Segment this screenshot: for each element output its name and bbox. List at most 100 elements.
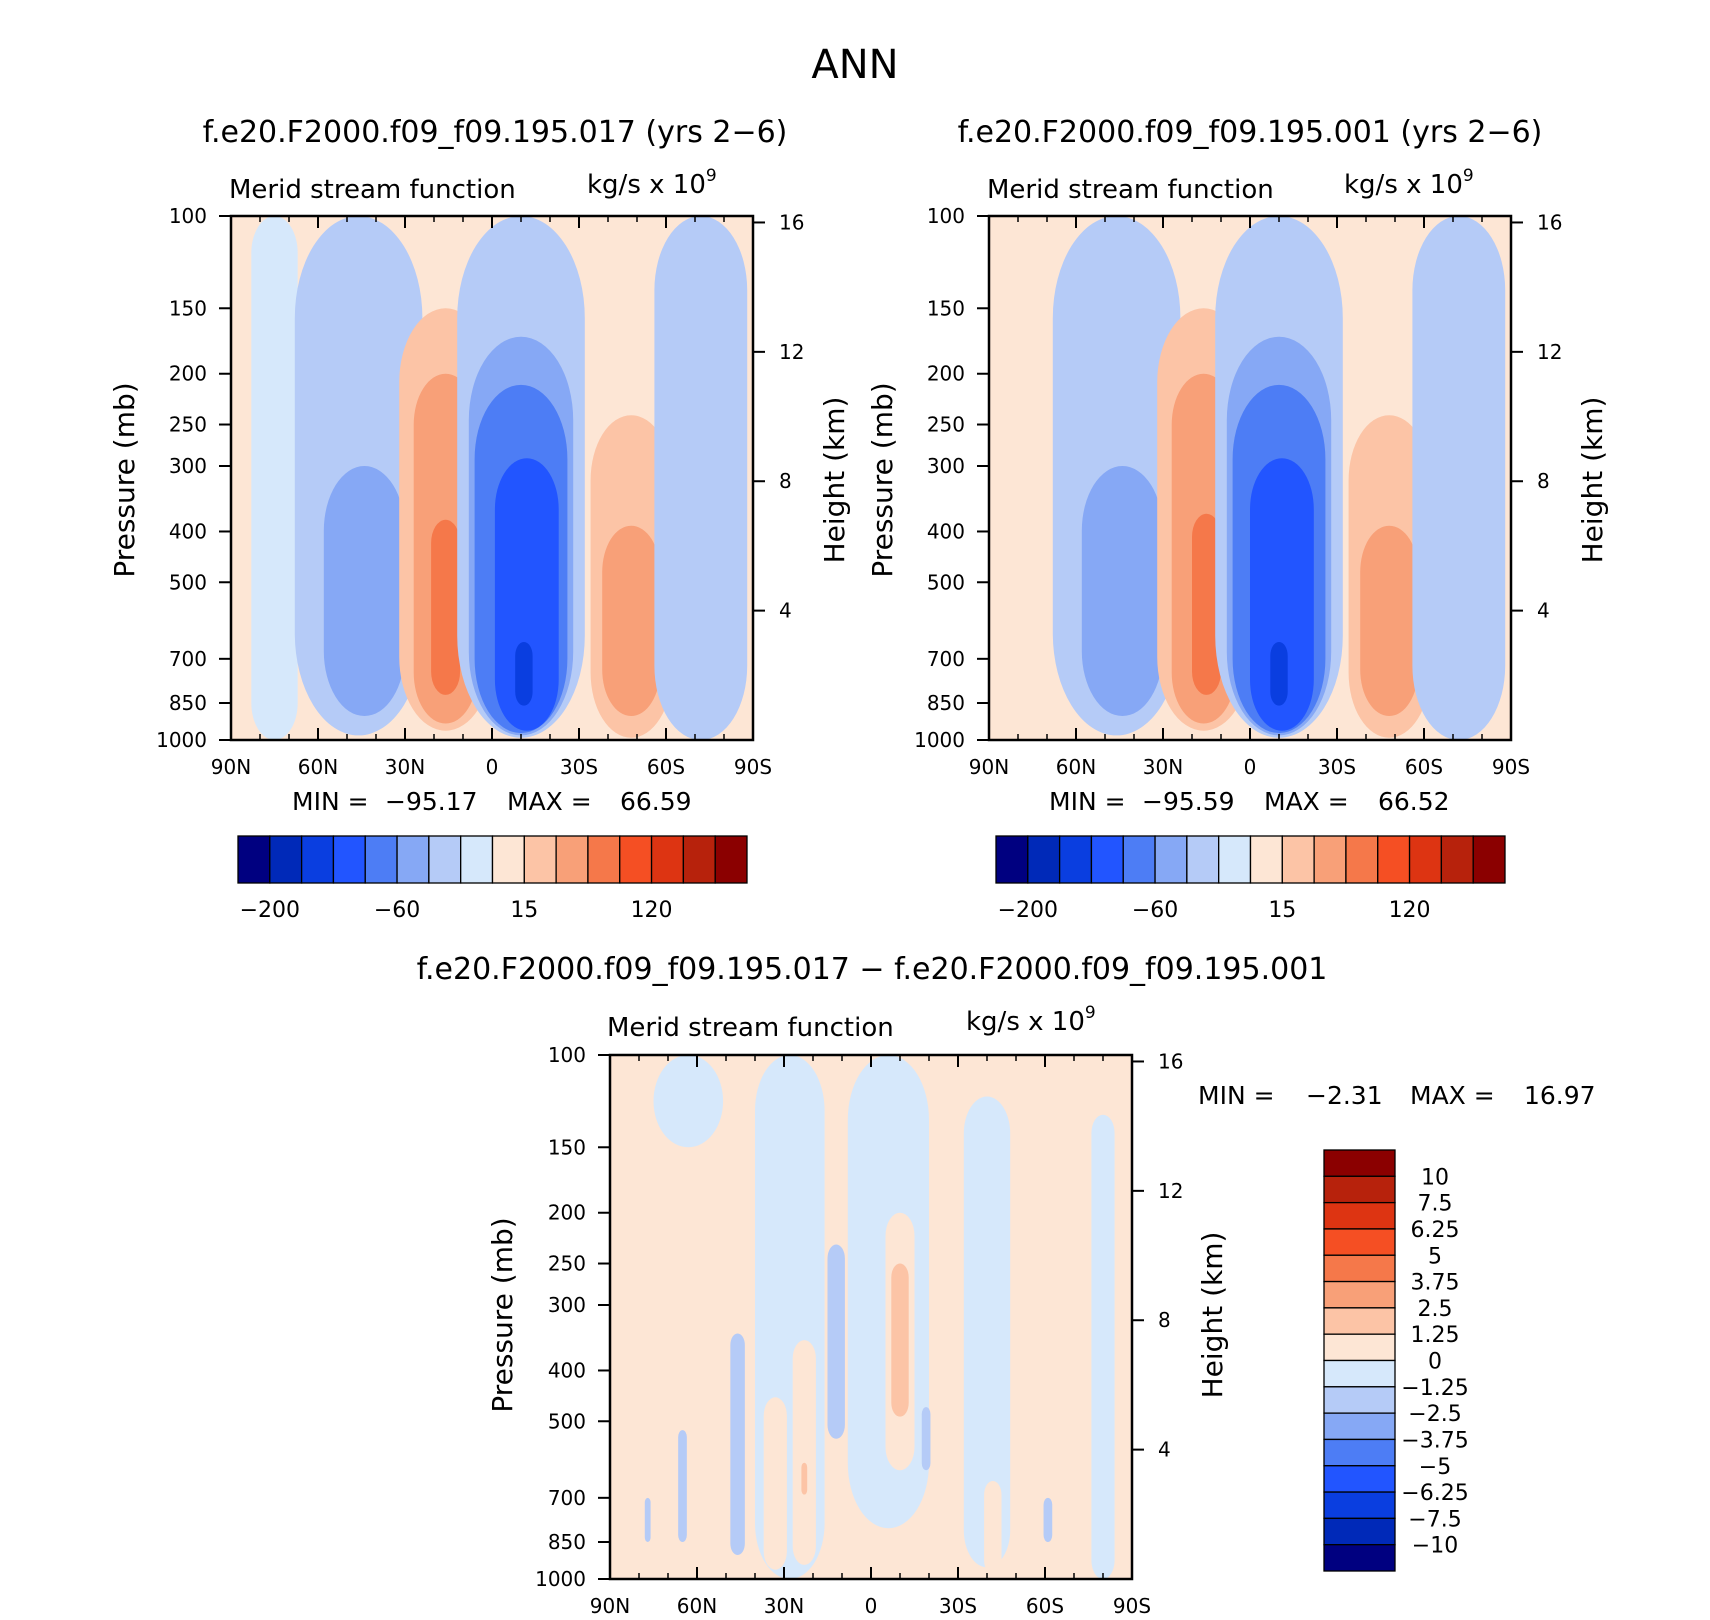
colorbar-swatch	[650, 835, 685, 884]
contour-region	[323, 466, 405, 717]
x-tick-label: 60N	[1056, 755, 1096, 779]
colorbar-swatch	[1090, 835, 1124, 884]
height-tick-label: 12	[1158, 1179, 1183, 1203]
colorbar-swatch	[428, 835, 462, 884]
colorbar-swatch	[491, 835, 525, 884]
colorbar-swatch	[714, 835, 748, 884]
figure-title: ANN	[811, 42, 898, 88]
x-tick-label: 30S	[1318, 755, 1356, 779]
contour-region	[891, 1263, 909, 1417]
x-tick-label: 90N	[590, 1594, 630, 1618]
colorbar-label: −5	[1419, 1455, 1451, 1480]
min-label: MIN =	[1049, 787, 1126, 816]
colorbar-label: 120	[631, 898, 673, 923]
y-tick-label: 300	[548, 1293, 586, 1317]
contour-region	[1081, 466, 1163, 717]
colorbar-label: −1.25	[1401, 1376, 1468, 1401]
colorbar-swatch	[1323, 1280, 1396, 1309]
panel-subtitle-left: Merid stream function	[607, 1013, 894, 1043]
y-tick-label: 400	[169, 519, 207, 543]
x-tick-label: 60S	[1405, 755, 1443, 779]
max-label: MAX =	[1410, 1081, 1495, 1110]
colorbar-swatch	[523, 835, 557, 884]
panel-subtitle-left: Merid stream function	[229, 175, 516, 205]
colorbar-swatch	[1186, 835, 1220, 884]
height-tick-label: 12	[1537, 340, 1562, 364]
y-tick-label: 700	[169, 647, 207, 671]
height-tick-label: 8	[1537, 469, 1550, 493]
colorbar-swatch	[1323, 1359, 1396, 1388]
height-axis-label: Height (km)	[818, 397, 851, 564]
colorbar-label: −60	[374, 898, 420, 923]
colorbar-label: 15	[1268, 898, 1296, 923]
colorbar-swatch	[364, 835, 398, 884]
x-tick-label: 60N	[677, 1594, 717, 1618]
colorbar-label: 10	[1421, 1165, 1449, 1190]
contour-region	[1360, 525, 1419, 717]
max-label: MAX =	[507, 787, 592, 816]
y-tick-label: 100	[548, 1043, 586, 1067]
panel-bottom-difference: f.e20.F2000.f09_f09.195.017 − f.e20.F200…	[417, 952, 1596, 1618]
y-tick-label: 250	[169, 413, 207, 437]
contour-region	[921, 1407, 931, 1471]
colorbar-swatch	[1323, 1544, 1396, 1572]
panel-subtitle-left: Merid stream function	[987, 175, 1274, 205]
colorbar-swatch	[1323, 1175, 1396, 1204]
y-tick-label: 200	[169, 362, 207, 386]
contour-region	[1192, 513, 1221, 695]
panel-top-left: f.e20.F2000.f09_f09.195.017 (yrs 2−6) Me…	[108, 115, 851, 923]
x-tick-label: 0	[486, 755, 499, 779]
y-tick-label: 500	[548, 1409, 586, 1433]
contour-region	[678, 1430, 687, 1543]
colorbar-swatch	[995, 835, 1029, 884]
colorbar-label: 0	[1428, 1350, 1442, 1375]
x-tick-label: 90S	[734, 755, 772, 779]
y-tick-label: 850	[927, 691, 965, 715]
colorbar-swatch	[1281, 835, 1315, 884]
colorbar-swatch	[1323, 1254, 1396, 1283]
height-tick-label: 16	[779, 210, 804, 234]
colorbar-label: 7.5	[1418, 1192, 1453, 1217]
colorbar-swatch	[1323, 1517, 1396, 1546]
contour-region	[827, 1244, 845, 1439]
colorbar-swatch	[1313, 835, 1347, 884]
contour-region	[963, 1096, 1011, 1568]
y-tick-label: 1000	[535, 1567, 586, 1591]
min-value: −2.31	[1306, 1081, 1383, 1110]
x-tick-label: 90N	[211, 755, 251, 779]
colorbar-swatch	[1154, 835, 1188, 884]
height-tick-label: 4	[779, 599, 792, 623]
colorbar-label: −6.25	[1401, 1481, 1468, 1506]
y-tick-label: 300	[169, 454, 207, 478]
y-tick-label: 100	[169, 204, 207, 228]
y-tick-label: 400	[927, 519, 965, 543]
height-tick-label: 16	[1158, 1049, 1183, 1073]
x-tick-label: 60S	[647, 755, 685, 779]
contour-region	[515, 641, 533, 706]
panel-title: f.e20.F2000.f09_f09.195.001 (yrs 2−6)	[958, 115, 1543, 150]
contour-region	[801, 1462, 808, 1495]
colorbar-swatch	[682, 835, 716, 884]
contour-region	[251, 216, 298, 740]
y-tick-label: 850	[548, 1530, 586, 1554]
colorbar-label: 3.75	[1411, 1271, 1460, 1296]
colorbar-swatch	[1472, 835, 1506, 884]
max-label: MAX =	[1264, 787, 1349, 816]
colorbar-swatch	[300, 835, 335, 884]
colorbar-swatch	[1323, 1201, 1396, 1230]
y-tick-label: 700	[548, 1486, 586, 1510]
y-axis-label: Pressure (mb)	[866, 382, 899, 577]
colorbar-swatch	[460, 835, 494, 884]
colorbar-label: 5	[1428, 1244, 1442, 1269]
min-value: −95.17	[385, 787, 478, 816]
colorbar-swatch	[1323, 1438, 1396, 1467]
colorbar-label: −7.5	[1408, 1507, 1461, 1532]
height-tick-label: 8	[779, 469, 792, 493]
x-tick-label: 30N	[1143, 755, 1183, 779]
height-tick-label: 8	[1158, 1308, 1171, 1332]
y-tick-label: 500	[169, 570, 207, 594]
contour-region	[644, 1497, 651, 1543]
panel-units: kg/s x 109	[966, 1003, 1096, 1037]
y-axis-label: Pressure (mb)	[108, 382, 141, 577]
min-label: MIN =	[1198, 1081, 1275, 1110]
